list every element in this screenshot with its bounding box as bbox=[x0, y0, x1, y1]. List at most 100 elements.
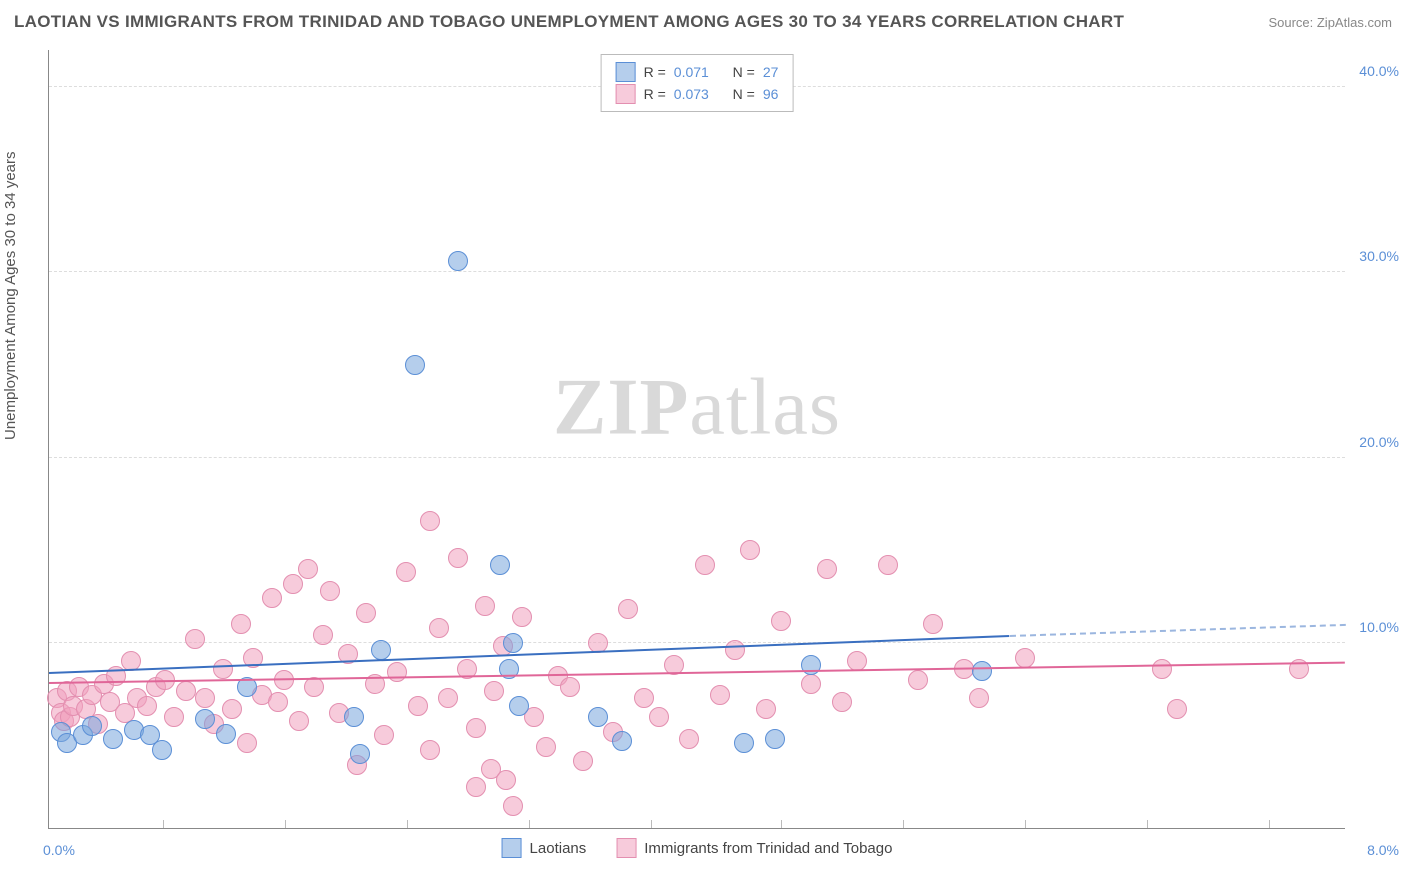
data-point bbox=[185, 629, 205, 649]
y-tick-label: 30.0% bbox=[1359, 248, 1399, 264]
legend-item-trinidad: Immigrants from Trinidad and Tobago bbox=[616, 838, 892, 858]
data-point bbox=[725, 640, 745, 660]
data-point bbox=[801, 674, 821, 694]
data-point bbox=[289, 711, 309, 731]
data-point bbox=[320, 581, 340, 601]
x-tick-label: 8.0% bbox=[1367, 842, 1399, 858]
data-point bbox=[588, 707, 608, 727]
data-point bbox=[350, 744, 370, 764]
correlation-legend: R = 0.071 N = 27 R = 0.073 N = 96 bbox=[601, 54, 794, 112]
gridline bbox=[49, 457, 1345, 458]
data-point bbox=[972, 661, 992, 681]
legend-row-laotians: R = 0.071 N = 27 bbox=[616, 61, 779, 83]
data-point bbox=[832, 692, 852, 712]
data-point bbox=[765, 729, 785, 749]
data-point bbox=[420, 740, 440, 760]
x-tick-mark bbox=[285, 820, 286, 828]
data-point bbox=[1015, 648, 1035, 668]
data-point bbox=[396, 562, 416, 582]
data-point bbox=[536, 737, 556, 757]
data-point bbox=[649, 707, 669, 727]
data-point bbox=[817, 559, 837, 579]
data-point bbox=[490, 555, 510, 575]
data-point bbox=[304, 677, 324, 697]
x-tick-mark bbox=[407, 820, 408, 828]
data-point bbox=[466, 718, 486, 738]
data-point bbox=[679, 729, 699, 749]
data-point bbox=[429, 618, 449, 638]
data-point bbox=[262, 588, 282, 608]
x-tick-label: 0.0% bbox=[43, 842, 75, 858]
data-point bbox=[923, 614, 943, 634]
data-point bbox=[103, 729, 123, 749]
swatch-icon bbox=[502, 838, 522, 858]
chart-title: LAOTIAN VS IMMIGRANTS FROM TRINIDAD AND … bbox=[14, 12, 1124, 32]
data-point bbox=[503, 633, 523, 653]
y-axis-label: Unemployment Among Ages 30 to 34 years bbox=[2, 151, 19, 440]
data-point bbox=[268, 692, 288, 712]
data-point bbox=[405, 355, 425, 375]
scatter-chart: ZIPatlas R = 0.071 N = 27 R = 0.073 N = … bbox=[48, 50, 1345, 829]
data-point bbox=[710, 685, 730, 705]
x-tick-mark bbox=[163, 820, 164, 828]
data-point bbox=[313, 625, 333, 645]
data-point bbox=[420, 511, 440, 531]
x-tick-mark bbox=[781, 820, 782, 828]
swatch-icon bbox=[616, 838, 636, 858]
y-tick-label: 40.0% bbox=[1359, 63, 1399, 79]
data-point bbox=[237, 733, 257, 753]
data-point bbox=[969, 688, 989, 708]
data-point bbox=[344, 707, 364, 727]
y-tick-label: 10.0% bbox=[1359, 619, 1399, 635]
data-point bbox=[475, 596, 495, 616]
data-point bbox=[771, 611, 791, 631]
legend-item-laotians: Laotians bbox=[502, 838, 587, 858]
data-point bbox=[283, 574, 303, 594]
data-point bbox=[908, 670, 928, 690]
x-tick-mark bbox=[1025, 820, 1026, 828]
data-point bbox=[1167, 699, 1187, 719]
data-point bbox=[512, 607, 532, 627]
data-point bbox=[216, 724, 236, 744]
data-point bbox=[695, 555, 715, 575]
data-point bbox=[137, 696, 157, 716]
data-point bbox=[408, 696, 428, 716]
data-point bbox=[298, 559, 318, 579]
gridline bbox=[49, 271, 1345, 272]
gridline bbox=[49, 642, 1345, 643]
y-tick-label: 20.0% bbox=[1359, 434, 1399, 450]
data-point bbox=[496, 770, 516, 790]
watermark: ZIPatlas bbox=[553, 362, 841, 453]
data-point bbox=[387, 662, 407, 682]
swatch-icon bbox=[616, 62, 636, 82]
data-point bbox=[374, 725, 394, 745]
data-point bbox=[612, 731, 632, 751]
data-point bbox=[734, 733, 754, 753]
data-point bbox=[82, 716, 102, 736]
data-point bbox=[371, 640, 391, 660]
swatch-icon bbox=[616, 84, 636, 104]
data-point bbox=[438, 688, 458, 708]
legend-row-trinidad: R = 0.073 N = 96 bbox=[616, 83, 779, 105]
data-point bbox=[448, 548, 468, 568]
data-point bbox=[573, 751, 593, 771]
data-point bbox=[195, 688, 215, 708]
source-label: Source: ZipAtlas.com bbox=[1268, 15, 1392, 30]
data-point bbox=[164, 707, 184, 727]
data-point bbox=[618, 599, 638, 619]
data-point bbox=[560, 677, 580, 697]
data-point bbox=[448, 251, 468, 271]
data-point bbox=[509, 696, 529, 716]
data-point bbox=[503, 796, 523, 816]
data-point bbox=[634, 688, 654, 708]
data-point bbox=[213, 659, 233, 679]
data-point bbox=[195, 709, 215, 729]
x-tick-mark bbox=[529, 820, 530, 828]
x-tick-mark bbox=[1147, 820, 1148, 828]
data-point bbox=[176, 681, 196, 701]
series-legend: Laotians Immigrants from Trinidad and To… bbox=[502, 838, 893, 858]
data-point bbox=[152, 740, 172, 760]
data-point bbox=[756, 699, 776, 719]
data-point bbox=[222, 699, 242, 719]
x-tick-mark bbox=[903, 820, 904, 828]
